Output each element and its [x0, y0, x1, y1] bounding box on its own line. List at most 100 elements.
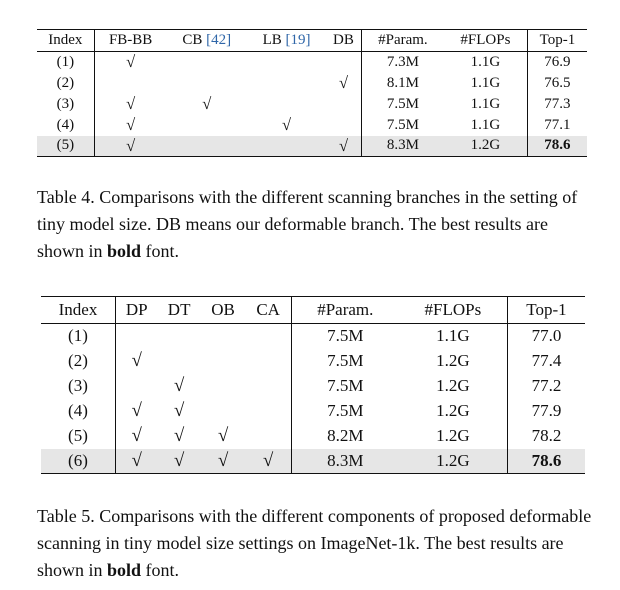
cell-ca-check	[245, 348, 292, 374]
cell-cb-check	[166, 135, 248, 157]
cell-dt-check: √	[174, 375, 185, 396]
table-5: Index DP DT OB CA #Param. #FLOPs Top-1 (…	[41, 296, 585, 474]
cell-param: 7.5M	[327, 376, 364, 395]
cell-dp-check: √	[131, 425, 142, 446]
cell-param: 8.1M	[386, 74, 419, 91]
cell-flops: 1.1G	[443, 114, 528, 136]
cell-fb-bb-check	[94, 73, 166, 94]
header-ob: OB	[200, 296, 246, 324]
cell-fb-bb-check: √	[126, 52, 136, 72]
header-fb-bb: FB-BB	[94, 29, 167, 52]
cell-index: (5)	[37, 135, 95, 157]
cell-index: (2)	[41, 348, 116, 374]
cell-param: 7.5M	[386, 95, 419, 112]
header-lb: LB [19]	[247, 29, 327, 52]
cell-cb-check	[167, 73, 247, 94]
cell-top1: 76.5	[544, 74, 571, 91]
table-4: Index FB-BB CB [42] LB [19] DB #Param. #…	[37, 29, 587, 157]
cell-flops: 1.2G	[398, 448, 508, 474]
caption-text: Table 5. Comparisons with the different …	[37, 506, 592, 580]
table-row: (2) √ 8.1M 1.1G 76.5	[37, 72, 587, 94]
cell-dt-check: √	[157, 448, 201, 474]
cell-lb-check	[247, 73, 326, 94]
cell-flops: 1.2G	[398, 423, 508, 449]
cell-index: (1)	[37, 51, 95, 73]
header-cb: CB [42]	[166, 29, 248, 52]
cell-index: (6)	[41, 448, 116, 474]
citation-19-link[interactable]: [19]	[285, 32, 311, 48]
cell-ca-check	[245, 373, 292, 399]
caption-text-end: font.	[141, 560, 180, 580]
header-top1: Top-1	[507, 296, 585, 324]
cell-fb-bb-check: √	[94, 135, 167, 157]
cell-ob-check: √	[200, 448, 246, 474]
table-row: (2) √ 7.5M 1.2G 77.4	[41, 348, 585, 374]
header-dp: DP	[115, 296, 158, 324]
cell-index: (4)	[37, 114, 95, 136]
header-top1: Top-1	[527, 29, 587, 52]
cell-fb-bb-check: √	[126, 115, 136, 134]
cell-dp-check: √	[131, 400, 142, 421]
cell-top1: 77.1	[544, 116, 571, 133]
cell-top1-best: 78.6	[507, 448, 585, 474]
cell-index: (4)	[41, 398, 116, 424]
cell-index: (2)	[37, 72, 95, 94]
cell-ca-check	[245, 398, 292, 424]
table-row: (5) √ √ √ 8.2M 1.2G 78.2	[41, 423, 585, 449]
cell-ob-check	[201, 374, 246, 399]
table-5-caption: Table 5. Comparisons with the different …	[37, 503, 597, 584]
table-row: (4) √ √ 7.5M 1.1G 77.1	[37, 114, 587, 136]
table-row-highlighted: (6) √ √ √ √ 8.3M 1.2G 78.6	[41, 448, 585, 474]
table-row: (3) √ √ 7.5M 1.1G 77.3	[37, 93, 587, 115]
cell-top1: 76.9	[544, 53, 571, 70]
table-row: (1) √ 7.3M 1.1G 76.9	[37, 51, 587, 73]
cell-ca-check: √	[245, 448, 292, 474]
cell-top1: 77.2	[531, 376, 562, 395]
cell-index: (3)	[37, 93, 95, 115]
table-row: (3) √ 7.5M 1.2G 77.2	[41, 373, 585, 399]
header-cb-label: CB	[182, 32, 203, 48]
cell-flops: 1.1G	[398, 323, 508, 349]
cell-db-check	[326, 93, 362, 115]
cell-dp-check	[115, 374, 157, 399]
header-index: Index	[37, 29, 95, 52]
cell-cb-check	[167, 52, 247, 73]
cell-top1: 78.2	[531, 426, 562, 445]
header-index: Index	[41, 296, 116, 324]
cell-flops: 1.2G	[443, 135, 528, 157]
cell-lb-check	[247, 135, 327, 157]
table-row-highlighted: (5) √ √ 8.3M 1.2G 78.6	[37, 135, 587, 157]
cell-ob-check: √	[217, 425, 229, 446]
cell-flops: 1.1G	[443, 51, 528, 73]
cell-dt-check	[158, 349, 201, 374]
header-param: #Param.	[361, 29, 444, 52]
caption-text-end: font.	[141, 241, 180, 261]
cell-ob-check	[201, 349, 246, 374]
header-param: #Param.	[291, 296, 399, 324]
cell-index: (5)	[41, 423, 116, 449]
cell-ca-check	[245, 423, 292, 449]
cell-ca-check	[245, 323, 292, 349]
caption-bold-word: bold	[107, 560, 142, 580]
cell-index: (1)	[41, 323, 116, 349]
cell-param: 7.5M	[327, 401, 364, 420]
cell-dt-check	[158, 324, 201, 349]
cell-db-check: √	[326, 72, 362, 94]
table-5-header-row: Index DP DT OB CA #Param. #FLOPs Top-1	[41, 296, 585, 324]
citation-42-link[interactable]: [42]	[206, 32, 232, 48]
cell-param: 7.5M	[327, 351, 364, 370]
cell-cb-check: √	[202, 94, 212, 113]
table-4-caption: Table 4. Comparisons with the different …	[37, 184, 597, 265]
header-flops: #FLOPs	[398, 296, 508, 324]
cell-dp-check	[115, 324, 157, 349]
header-dt: DT	[157, 296, 201, 324]
cell-ob-check	[201, 399, 246, 424]
cell-ob-check	[201, 324, 246, 349]
header-flops: #FLOPs	[443, 29, 528, 52]
header-ca: CA	[245, 296, 292, 324]
cell-top1: 77.3	[544, 95, 571, 112]
cell-dt-check: √	[174, 400, 185, 421]
cell-lb-check: √	[282, 115, 292, 134]
table-row: (4) √ √ 7.5M 1.2G 77.9	[41, 398, 585, 424]
cell-dp-check: √	[131, 350, 142, 371]
